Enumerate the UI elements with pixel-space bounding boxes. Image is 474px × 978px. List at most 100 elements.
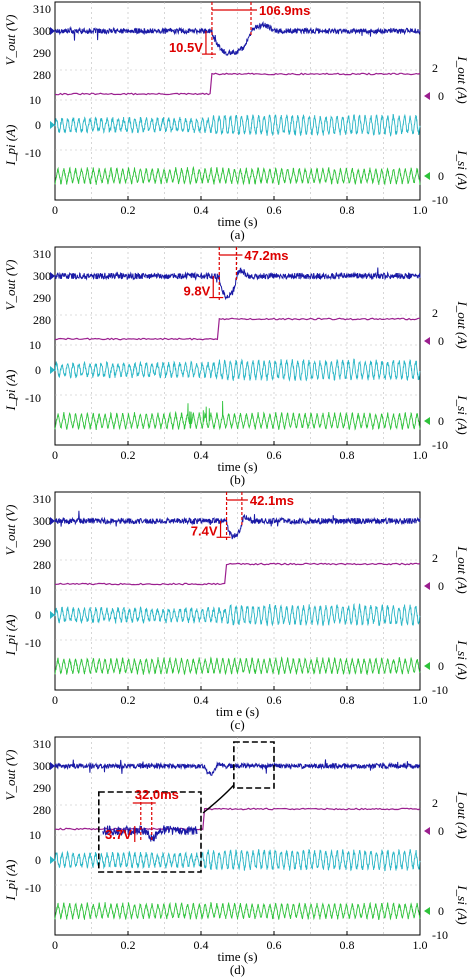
x-tick-label: 0.2 [121, 693, 136, 707]
vout-tick-label: 300 [33, 24, 51, 38]
x-tick-label: 0 [52, 693, 58, 707]
vout-tick-label: 290 [33, 291, 51, 305]
dv-annotation: 7.4V [191, 523, 218, 538]
iout-marker-icon [424, 827, 430, 835]
iout-tick-label: 2 [432, 61, 438, 75]
vout-axis-label: V_out (V) [3, 750, 18, 801]
ipi-tick-label: -10 [25, 146, 41, 160]
panel-caption: (d) [230, 962, 245, 977]
ipi-axis-label: I_pi (A) [3, 615, 18, 657]
x-tick-label: 0.4 [194, 448, 209, 462]
x-tick-label: 0 [52, 448, 58, 462]
series-isi-line [54, 400, 421, 431]
panel-caption: (a) [230, 227, 244, 242]
vout-tick-label: 310 [33, 492, 51, 506]
vout-axis-label: V_out (V) [3, 505, 18, 556]
iout-tick-label: 2 [432, 551, 438, 565]
vout-tick-label: 280 [33, 313, 51, 327]
iout-tick-label: 0 [438, 334, 444, 348]
series-ipi-line [54, 113, 421, 137]
x-axis-label: time (s) [217, 949, 257, 964]
ipi-tick-label: 10 [29, 338, 41, 352]
ipi-marker-icon [50, 611, 55, 619]
iout-tick-label: 0 [438, 579, 444, 593]
series-isi-line [54, 656, 421, 676]
vout-tick-label: 300 [33, 514, 51, 528]
series-vout-line [54, 21, 421, 57]
isi-tick-label: -10 [432, 193, 448, 207]
ipi-marker-icon [50, 366, 55, 374]
x-tick-label: 0.4 [194, 203, 209, 217]
ipi-tick-label: 0 [35, 363, 41, 377]
isi-marker-icon [424, 907, 430, 915]
ipi-axis-label: I_pi (A) [3, 125, 18, 167]
vout-tick-label: 310 [33, 737, 51, 751]
x-tick-label: 1.0 [413, 938, 428, 952]
vout-tick-label: 290 [33, 536, 51, 550]
series-vout-line [54, 759, 421, 776]
series-vout-line [54, 510, 421, 540]
iout-axis-label: I_out (A) [455, 545, 470, 593]
iout-axis-label: I_out (A) [455, 55, 470, 103]
x-tick-label: 1.0 [413, 448, 428, 462]
ipi-marker-icon [50, 856, 55, 864]
vout-tick-label: 290 [33, 781, 51, 795]
isi-axis-label: I_si (A) [455, 149, 470, 189]
vout-tick-label: 280 [33, 68, 51, 82]
series-ipi-line [54, 603, 421, 627]
ipi-tick-label: -10 [25, 881, 41, 895]
x-axis-label: time (s) [217, 459, 257, 474]
x-tick-label: 0.6 [267, 203, 282, 217]
ipi-tick-label: 10 [29, 93, 41, 107]
iout-marker-icon [424, 337, 430, 345]
iout-tick-label: 2 [432, 796, 438, 810]
iout-tick-label: 0 [438, 824, 444, 838]
vout-tick-label: 280 [33, 558, 51, 572]
ipi-tick-label: -10 [25, 391, 41, 405]
dv-annotation: 3.7V [105, 827, 132, 842]
x-axis-label: time (s) [217, 214, 257, 229]
series-isi-line [54, 165, 421, 186]
vout-tick-label: 300 [33, 759, 51, 773]
vout-axis-label: V_out (V) [3, 260, 18, 311]
inset-vout-line [102, 824, 198, 842]
vout-marker-icon [50, 517, 55, 525]
ipi-tick-label: -10 [25, 636, 41, 650]
vout-marker-icon [50, 27, 55, 35]
vout-tick-label: 310 [33, 2, 51, 16]
isi-marker-icon [424, 417, 430, 425]
series-ipi-line [54, 358, 421, 382]
series-iout-line [54, 807, 421, 831]
isi-tick-label: -10 [432, 928, 448, 942]
dt-annotation: 42.1ms [250, 493, 294, 508]
x-tick-label: 0 [52, 203, 58, 217]
iout-tick-label: 0 [438, 89, 444, 103]
x-tick-label: 0.8 [340, 693, 355, 707]
isi-tick-label: -10 [432, 683, 448, 697]
vout-tick-label: 300 [33, 269, 51, 283]
ipi-marker-icon [50, 121, 55, 129]
panel-caption: (b) [230, 472, 245, 487]
isi-tick-label: 0 [438, 169, 444, 183]
dt-annotation: 106.9ms [259, 3, 310, 18]
isi-marker-icon [424, 172, 430, 180]
vout-marker-icon [50, 272, 55, 280]
zoom-source-box [233, 741, 275, 789]
series-ipi-line [54, 848, 421, 872]
series-iout-line [54, 72, 421, 96]
x-tick-label: 0.8 [340, 938, 355, 952]
isi-tick-label: 0 [438, 659, 444, 673]
vout-marker-icon [50, 762, 55, 770]
x-tick-label: 0.2 [121, 203, 136, 217]
x-tick-label: 0.8 [340, 203, 355, 217]
series-isi-line [54, 901, 421, 921]
x-tick-label: 0.6 [267, 448, 282, 462]
dt-annotation: 47.2ms [244, 248, 288, 263]
x-tick-label: 0.8 [340, 448, 355, 462]
iout-axis-label: I_out (A) [455, 790, 470, 838]
dv-annotation: 9.8V [184, 284, 211, 299]
